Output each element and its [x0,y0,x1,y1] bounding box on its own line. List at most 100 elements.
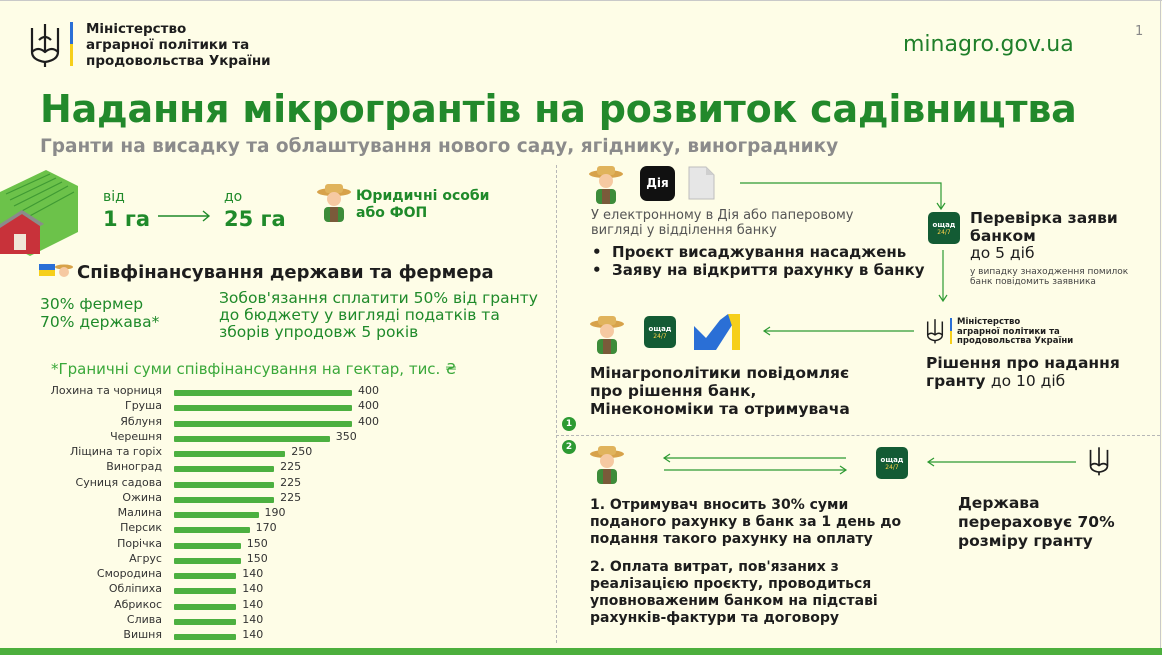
bank-check-term: до 5 діб [970,244,1035,262]
page-number: 1 [1135,24,1144,39]
bar-value-label: 140 [242,582,264,596]
bar-label: Порічка [117,536,162,550]
bar-value-label: 170 [255,521,277,535]
bar-value-label: 400 [358,414,379,428]
bar [174,588,237,595]
bar-label: Персик [120,521,162,535]
farmer-icon [590,446,624,484]
bar [174,435,330,442]
bar-value-label: 140 [242,612,264,626]
bar-label: Лохина та чорниця [50,384,162,397]
frame-top [0,0,1162,1]
bar-value-label: 250 [291,445,313,458]
application-note: У електронному в Дія або паперовому вигл… [591,208,854,238]
bar-label: Обліпиха [108,582,162,596]
area-to-value: 25 га [224,207,286,231]
payment-step-2: 2. Оплата витрат, пов'язаних з реалізаці… [590,559,878,626]
bar [174,451,286,457]
site-url[interactable]: minagro.gov.ua [903,32,1074,57]
list-item: • Проєкт висаджування насаджень [592,243,907,261]
row-divider [556,435,1160,436]
bar-label: Черешня [110,429,162,443]
page-title: Надання мікрогрантів на розвиток садівни… [40,87,1077,131]
farmer-icon [317,184,351,222]
paper-document-icon [688,166,715,200]
farmer-icon [590,316,624,354]
bar-value-label: 150 [246,551,268,565]
bottom-bar [0,648,1162,655]
bar-value-label: 190 [264,506,286,519]
bar-value-label: 150 [246,536,268,550]
bar [174,512,259,518]
farm-barn-icon [0,170,78,256]
decision-title: Рішення про надання гранту до 10 діб [926,354,1120,390]
bar-value-label: 400 [358,399,379,413]
trident-icon [1089,447,1109,476]
bar [174,634,237,640]
frame-right [1160,0,1161,655]
bar-label: Агрус [129,551,162,565]
flow-arrow-to-bank [740,182,946,211]
bar-label: Суниця садова [75,475,162,489]
cofinancing-shares: 30% фермер 70% держава* [40,295,160,331]
page-subtitle: Гранти на висадку та облаштування нового… [40,136,839,157]
bank-check-note: у випадку знаходження помилок банк повід… [970,267,1129,287]
bar-value-label: 225 [280,460,302,474]
bar [174,542,241,549]
flag-bar [950,318,952,344]
notify-text: Мінагрополітики повідомляє про рішення б… [590,364,850,418]
column-divider [556,165,557,643]
bar-value-label: 140 [242,567,264,580]
bar [174,527,250,534]
limits-bar-chart: Лохина та чорниця 400 Груша 400 Яблуня 400 Чер… [0,384,556,646]
bank-check-title: Перевірка заяви банком [970,209,1118,245]
bar-label: Яблуня [120,414,162,428]
oschad-bank-icon: ощад 24/7 [928,212,960,244]
bar [174,573,237,579]
ministry-small-name: Міністерство аграрної політики та продов… [957,317,1074,346]
bar [174,390,352,396]
bar-label: Смородина [96,567,162,580]
ministry-economy-logo-icon [694,314,740,350]
bar-label: Ліщина та горіх [70,445,162,458]
bar [174,420,352,427]
bar-value-label: 140 [242,597,264,611]
bar-value-label: 225 [280,475,302,489]
ministry-name: Міністерство аграрної політики та продов… [86,21,271,69]
state-transfer-text: Держава перераховує 70% розміру гранту [958,494,1115,550]
bar-label: Слива [126,612,162,626]
documents-list: • Проєкт висаджування насаджень • Заяву … [592,243,925,279]
oschad-bank-icon: ощад 24/7 [644,316,676,348]
bar-value-label: 400 [358,384,379,397]
trident-icon [926,319,944,344]
trident-icon [30,24,60,67]
bar [174,405,352,412]
bar [174,603,237,610]
bar-label: Груша [124,399,162,413]
bar-label: Абрикос [114,597,162,611]
bar-label: Вишня [123,628,162,641]
bar [174,618,237,625]
flow-arrow-left [762,326,914,336]
area-to-label: до [224,189,243,205]
flow-arrow-down [938,250,948,303]
area-from-label: від [103,189,125,205]
list-item: • Заяву на відкриття рахунку в банку [592,261,925,279]
bar [174,496,275,503]
bar [174,481,275,488]
bar-label: Виноград [106,460,162,474]
flag-bar [70,22,73,66]
diia-app-icon: Дія [640,166,675,201]
bar-value-label: 225 [280,490,302,504]
ukraine-flag-farmer-icon [39,264,73,277]
bar-value-label: 350 [335,429,357,443]
flow-arrow-left [926,457,1076,467]
flow-arrows-bidirectional [662,453,848,475]
farmer-icon [589,166,623,204]
entities-text: Юридичні особи або ФОП [356,188,490,221]
bar [174,557,241,564]
payment-step-1: 1. Отримувач вносить 30% суми поданого р… [590,497,902,547]
bar-value-label: 140 [242,628,264,641]
bar-label: Ожина [122,490,162,504]
oschad-bank-icon: ощад 24/7 [876,447,908,479]
